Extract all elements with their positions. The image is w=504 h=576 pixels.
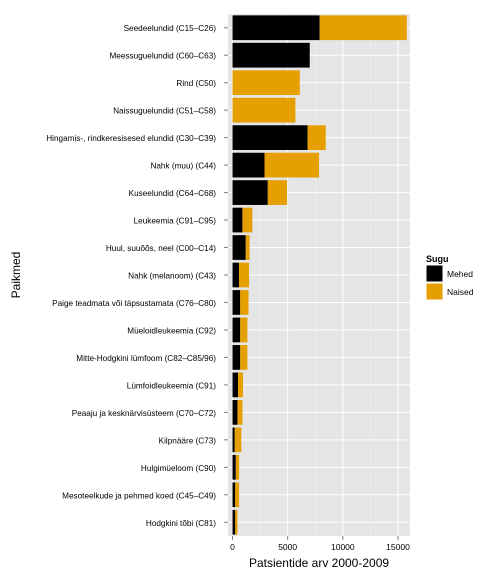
x-axis-label: Patsientide arv 2000-2009 — [249, 556, 389, 570]
x-tick-label: 10000 — [331, 542, 355, 552]
legend-swatch-naised — [425, 282, 444, 301]
x-tick-label: 5000 — [278, 542, 297, 552]
bar-naised — [307, 125, 326, 150]
y-tick-label: Nahk (melanoom) (C43) — [128, 272, 216, 281]
y-tick-label: Hulgimüeloom (C90) — [141, 464, 216, 473]
bar-naised — [264, 152, 320, 178]
x-tick-label: 0 — [230, 542, 235, 552]
bar-naised — [245, 235, 250, 260]
bar-mehed — [232, 290, 241, 315]
bar-mehed — [232, 454, 236, 480]
bar-mehed — [232, 125, 308, 150]
bar-naised — [242, 207, 253, 233]
legend-label: Naised — [447, 287, 474, 297]
bar-mehed — [232, 235, 246, 260]
bar-naised — [232, 97, 296, 123]
bar-mehed — [232, 509, 236, 535]
bar-mehed — [232, 372, 239, 398]
bar-mehed — [232, 482, 236, 508]
bar-naised — [232, 70, 300, 96]
bar-mehed — [232, 427, 235, 453]
x-tick-labels: 0 5000 10000 15000 — [230, 536, 410, 552]
bar-naised — [238, 372, 243, 398]
bars — [232, 15, 407, 535]
bar-naised — [237, 400, 243, 425]
y-axis-label: Paikmed — [9, 252, 23, 299]
bar-naised — [240, 345, 248, 370]
y-tick-label: Mitte-Hodgkini lümfoom (C82–C85/96) — [76, 354, 216, 363]
y-tick-label: Meessuguelundid (C60–C63) — [109, 52, 216, 61]
y-tick-label: Rind (C50) — [176, 79, 216, 88]
y-tick-label: Lümfoidleukeemia (C91) — [127, 381, 216, 390]
bar-naised — [319, 15, 407, 41]
bar-mehed — [232, 207, 243, 233]
y-tick-label: Kilpnääre (C73) — [159, 436, 217, 445]
y-tick-label: Müeloidleukeemia (C92) — [127, 326, 216, 335]
y-tick-label: Peaaju ja kesknärvisüsteem (C70–C72) — [72, 409, 217, 418]
bar-naised — [235, 454, 240, 480]
y-tick-label: Kuseelundid (C64–C68) — [129, 189, 217, 198]
legend: Sugu Mehed Naised — [425, 254, 474, 301]
y-tick-label: Mesoteelkude ja pehmed koed (C45–C49) — [62, 491, 216, 500]
bar-naised — [267, 180, 288, 205]
y-tick-label: Naissuguelundid (C51–C58) — [113, 107, 216, 116]
bar-mehed — [232, 15, 320, 41]
legend-label: Mehed — [447, 269, 473, 279]
bar-mehed — [232, 42, 310, 68]
y-tick-label: Hodgkini tõbi (C81) — [146, 519, 216, 528]
y-tick-label: Leukeemia (C91–C95) — [134, 217, 217, 226]
legend-title: Sugu — [426, 254, 449, 264]
bar-naised — [240, 290, 249, 315]
bar-mehed — [232, 262, 240, 288]
bar-mehed — [232, 152, 265, 178]
y-tick-label: Paige teadmata või täpsustamata (C76–C80… — [52, 299, 216, 308]
y-tick-labels: Seedeelundid (C15–C26) Meessuguelundid (C… — [46, 24, 228, 528]
bar-naised — [234, 427, 242, 453]
bar-mehed — [232, 317, 241, 343]
bar-naised — [235, 509, 238, 535]
bar-mehed — [232, 180, 268, 205]
legend-swatch-mehed — [425, 264, 444, 283]
bar-naised — [239, 262, 250, 288]
bar-mehed — [232, 345, 241, 370]
x-tick-label: 15000 — [386, 542, 410, 552]
bar-mehed — [232, 400, 238, 425]
y-tick-label: Hingamis-, rindkeresisesed elundid (C30–… — [46, 134, 216, 143]
bar-naised — [240, 317, 248, 343]
bar-naised — [235, 482, 240, 508]
y-tick-label: Nahk (muu) (C44) — [150, 162, 216, 171]
y-tick-label: Huul, suuõõs, neel (C00–C14) — [106, 244, 216, 253]
y-tick-label: Seedeelundid (C15–C26) — [124, 24, 217, 33]
